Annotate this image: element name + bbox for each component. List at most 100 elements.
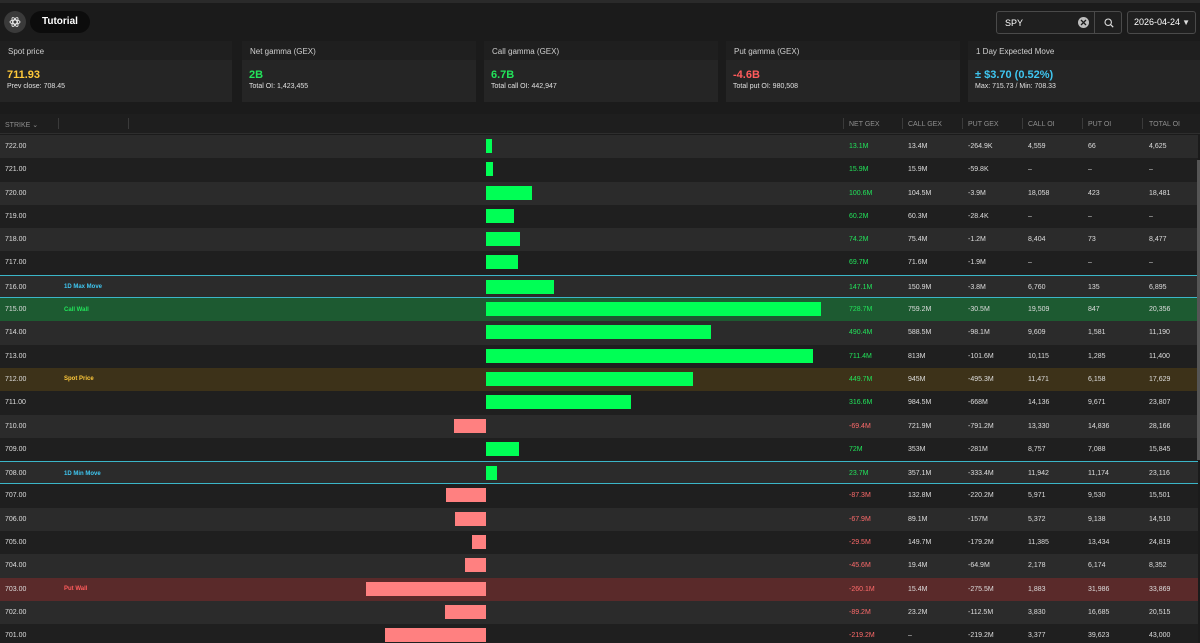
table-row[interactable]: 715.00 Call Wall 728.7M 759.2M -30.5M 19,509 8… xyxy=(0,298,1198,322)
strike-cell: 721.00 xyxy=(5,166,27,174)
tutorial-button[interactable]: Tutorial xyxy=(30,11,90,33)
call-gex-cell: 150.9M xyxy=(908,283,932,291)
call-oi-cell: 3,830 xyxy=(1028,608,1046,616)
table-row[interactable]: 721.00 15.9M 15.9M -59.8K – – – xyxy=(0,158,1198,182)
strike-column-header[interactable]: STRIKE ⌄ xyxy=(5,121,38,129)
level-label: Put Wall xyxy=(64,586,88,593)
put-gex-cell: -3.8M xyxy=(968,283,986,291)
column-resize-handle[interactable] xyxy=(1082,118,1083,129)
strike-cell: 718.00 xyxy=(5,236,27,244)
table-row[interactable]: 720.00 100.6M 104.5M -3.9M 18,058 423 18,481 xyxy=(0,181,1198,205)
call-gex-cell: 132.8M xyxy=(908,492,932,500)
table-row[interactable]: 702.00 -89.2M 23.2M -112.5M 3,830 16,685 20,51… xyxy=(0,600,1198,625)
atom-icon xyxy=(9,17,21,27)
table-row[interactable]: 714.00 490.4M 588.5M -98.1M 9,609 1,581 11,190 xyxy=(0,321,1198,345)
total-oi-cell: 11,190 xyxy=(1149,329,1170,337)
put-gex-cell: -219.2M xyxy=(968,632,994,640)
table-row[interactable]: 716.00 1D Max Move 147.1M 150.9M -3.8M 6,760 1… xyxy=(0,274,1198,299)
put-oi-column-header[interactable]: PUT OI xyxy=(1088,121,1112,128)
call-oi-cell: 18,058 xyxy=(1028,189,1050,197)
call-oi-cell: 4,559 xyxy=(1028,143,1046,150)
strike-cell: 707.00 xyxy=(5,492,27,500)
net-gex-bar xyxy=(486,371,693,386)
column-resize-handle[interactable] xyxy=(128,118,129,129)
call-gex-column-header[interactable]: CALL GEX xyxy=(908,121,942,128)
table-row[interactable]: 708.00 1D Min Move 23.7M 357.1M -333.4M 11,94… xyxy=(0,461,1198,485)
net-gex-cell: 711.4M xyxy=(849,352,872,360)
table-row[interactable]: 707.00 -87.3M 132.8M -220.2M 5,971 9,530 15,50… xyxy=(0,484,1198,508)
put-gex-column-header[interactable]: PUT GEX xyxy=(968,121,999,128)
put-gex-cell: -264.9K xyxy=(968,143,993,150)
call-oi-column-header[interactable]: CALL OI xyxy=(1028,121,1055,128)
total-oi-cell: 24,819 xyxy=(1149,539,1171,547)
level-label: Spot Price xyxy=(64,376,94,383)
put-oi-cell: 13,434 xyxy=(1088,539,1110,547)
table-row[interactable]: 722.00 13.1M 13.4M -264.9K 4,559 66 4,625 xyxy=(0,135,1198,159)
put-oi-cell: – xyxy=(1088,212,1092,220)
put-gex-cell: -668M xyxy=(968,399,988,407)
table-row[interactable]: 701.00 -219.2M – -219.2M 3,377 39,623 43,000 xyxy=(0,624,1198,643)
table-row[interactable]: 705.00 -29.5M 149.7M -179.2M 11,385 13,434 24,… xyxy=(0,531,1198,555)
clear-search-button[interactable] xyxy=(1078,17,1089,28)
net-gex-cell: 74.2M xyxy=(849,236,869,244)
call-oi-cell: 11,471 xyxy=(1028,375,1049,383)
column-resize-handle[interactable] xyxy=(1142,118,1143,129)
net-gex-bar xyxy=(486,325,712,340)
table-row[interactable]: 706.00 -67.9M 89.1M -157M 5,372 9,138 14,510 xyxy=(0,507,1198,532)
table-row[interactable]: 703.00 Put Wall -260.1M 15.4M -275.5M 1,883 31… xyxy=(0,577,1198,601)
table-scrollbar[interactable] xyxy=(1197,160,1200,460)
net-gex-bar xyxy=(486,208,514,223)
table-row[interactable]: 719.00 60.2M 60.3M -28.4K – – – xyxy=(0,204,1198,229)
net-gex-cell: 15.9M xyxy=(849,166,869,174)
table-row[interactable]: 718.00 74.2M 75.4M -1.2M 8,404 73 8,477 xyxy=(0,228,1198,252)
net-gex-cell: 69.7M xyxy=(849,259,869,267)
put-gex-cell: -791.2M xyxy=(968,422,994,430)
table-row[interactable]: 717.00 69.7M 71.6M -1.9M – – – xyxy=(0,251,1198,275)
total-oi-cell: 11,400 xyxy=(1149,352,1170,360)
put-oi-cell: 1,581 xyxy=(1088,329,1106,337)
column-resize-handle[interactable] xyxy=(902,118,903,129)
table-row[interactable]: 713.00 711.4M 813M -101.6M 10,115 1,285 11,400 xyxy=(0,344,1198,368)
table-row[interactable]: 709.00 72M 353M -281M 8,757 7,088 15,845 xyxy=(0,437,1198,462)
column-resize-handle[interactable] xyxy=(962,118,963,129)
strike-cell: 722.00 xyxy=(5,143,27,150)
put-oi-cell: 11,174 xyxy=(1088,470,1109,478)
call-gex-cell: 104.5M xyxy=(908,189,932,197)
put-gex-cell: -1.2M xyxy=(968,236,986,244)
net-gex-bar xyxy=(486,162,494,177)
card-subtext: Total put OI: 980,508 xyxy=(733,83,798,90)
table-row[interactable]: 704.00 -45.6M 19.4M -64.9M 2,178 6,174 8,352 xyxy=(0,554,1198,578)
card-subtext: Total call OI: 442,947 xyxy=(491,83,557,90)
net-gex-cell: -260.1M xyxy=(849,585,875,593)
table-row[interactable]: 710.00 -69.4M 721.9M -791.2M 13,330 14,836 28,… xyxy=(0,414,1198,438)
call-gex-cell: 15.9M xyxy=(908,166,928,174)
put-oi-cell: 1,285 xyxy=(1088,352,1106,360)
net-gex-cell: 316.6M xyxy=(849,399,873,407)
total-oi-column-header[interactable]: TOTAL OI xyxy=(1149,121,1180,128)
net-gex-bar xyxy=(454,418,486,433)
column-resize-handle[interactable] xyxy=(843,118,844,129)
app-logo-button[interactable] xyxy=(4,11,26,33)
call-gex-cell: 813M xyxy=(908,352,926,360)
call-oi-cell: 5,372 xyxy=(1028,515,1046,523)
call-gex-cell: 984.5M xyxy=(908,399,932,407)
put-gex-cell: -179.2M xyxy=(968,539,994,547)
strike-cell: 713.00 xyxy=(5,352,27,360)
card-title: Put gamma (GEX) xyxy=(726,41,960,60)
column-resize-handle[interactable] xyxy=(58,118,59,129)
column-resize-handle[interactable] xyxy=(1022,118,1023,129)
put-gamma-card: Put gamma (GEX) -4.6B Total put OI: 980,… xyxy=(726,41,960,102)
call-gex-cell: 759.2M xyxy=(908,306,932,314)
search-button[interactable] xyxy=(1094,12,1122,33)
table-row[interactable]: 712.00 Spot Price 449.7M 945M -495.3M 11,471 6… xyxy=(0,367,1198,392)
table-row[interactable]: 711.00 316.6M 984.5M -668M 14,136 9,671 23,807 xyxy=(0,391,1198,415)
total-oi-cell: – xyxy=(1149,259,1153,267)
date-select[interactable]: 2026-04-24 ▼ xyxy=(1127,11,1196,34)
net-gex-bar xyxy=(465,558,486,573)
put-oi-cell: 73 xyxy=(1088,236,1096,244)
date-value: 2026-04-24 xyxy=(1134,17,1181,27)
net-gex-column-header[interactable]: NET GEX xyxy=(849,121,880,128)
total-oi-cell: 15,501 xyxy=(1149,492,1171,500)
search-icon xyxy=(1103,17,1114,28)
ticker-search-input[interactable] xyxy=(1005,17,1085,28)
